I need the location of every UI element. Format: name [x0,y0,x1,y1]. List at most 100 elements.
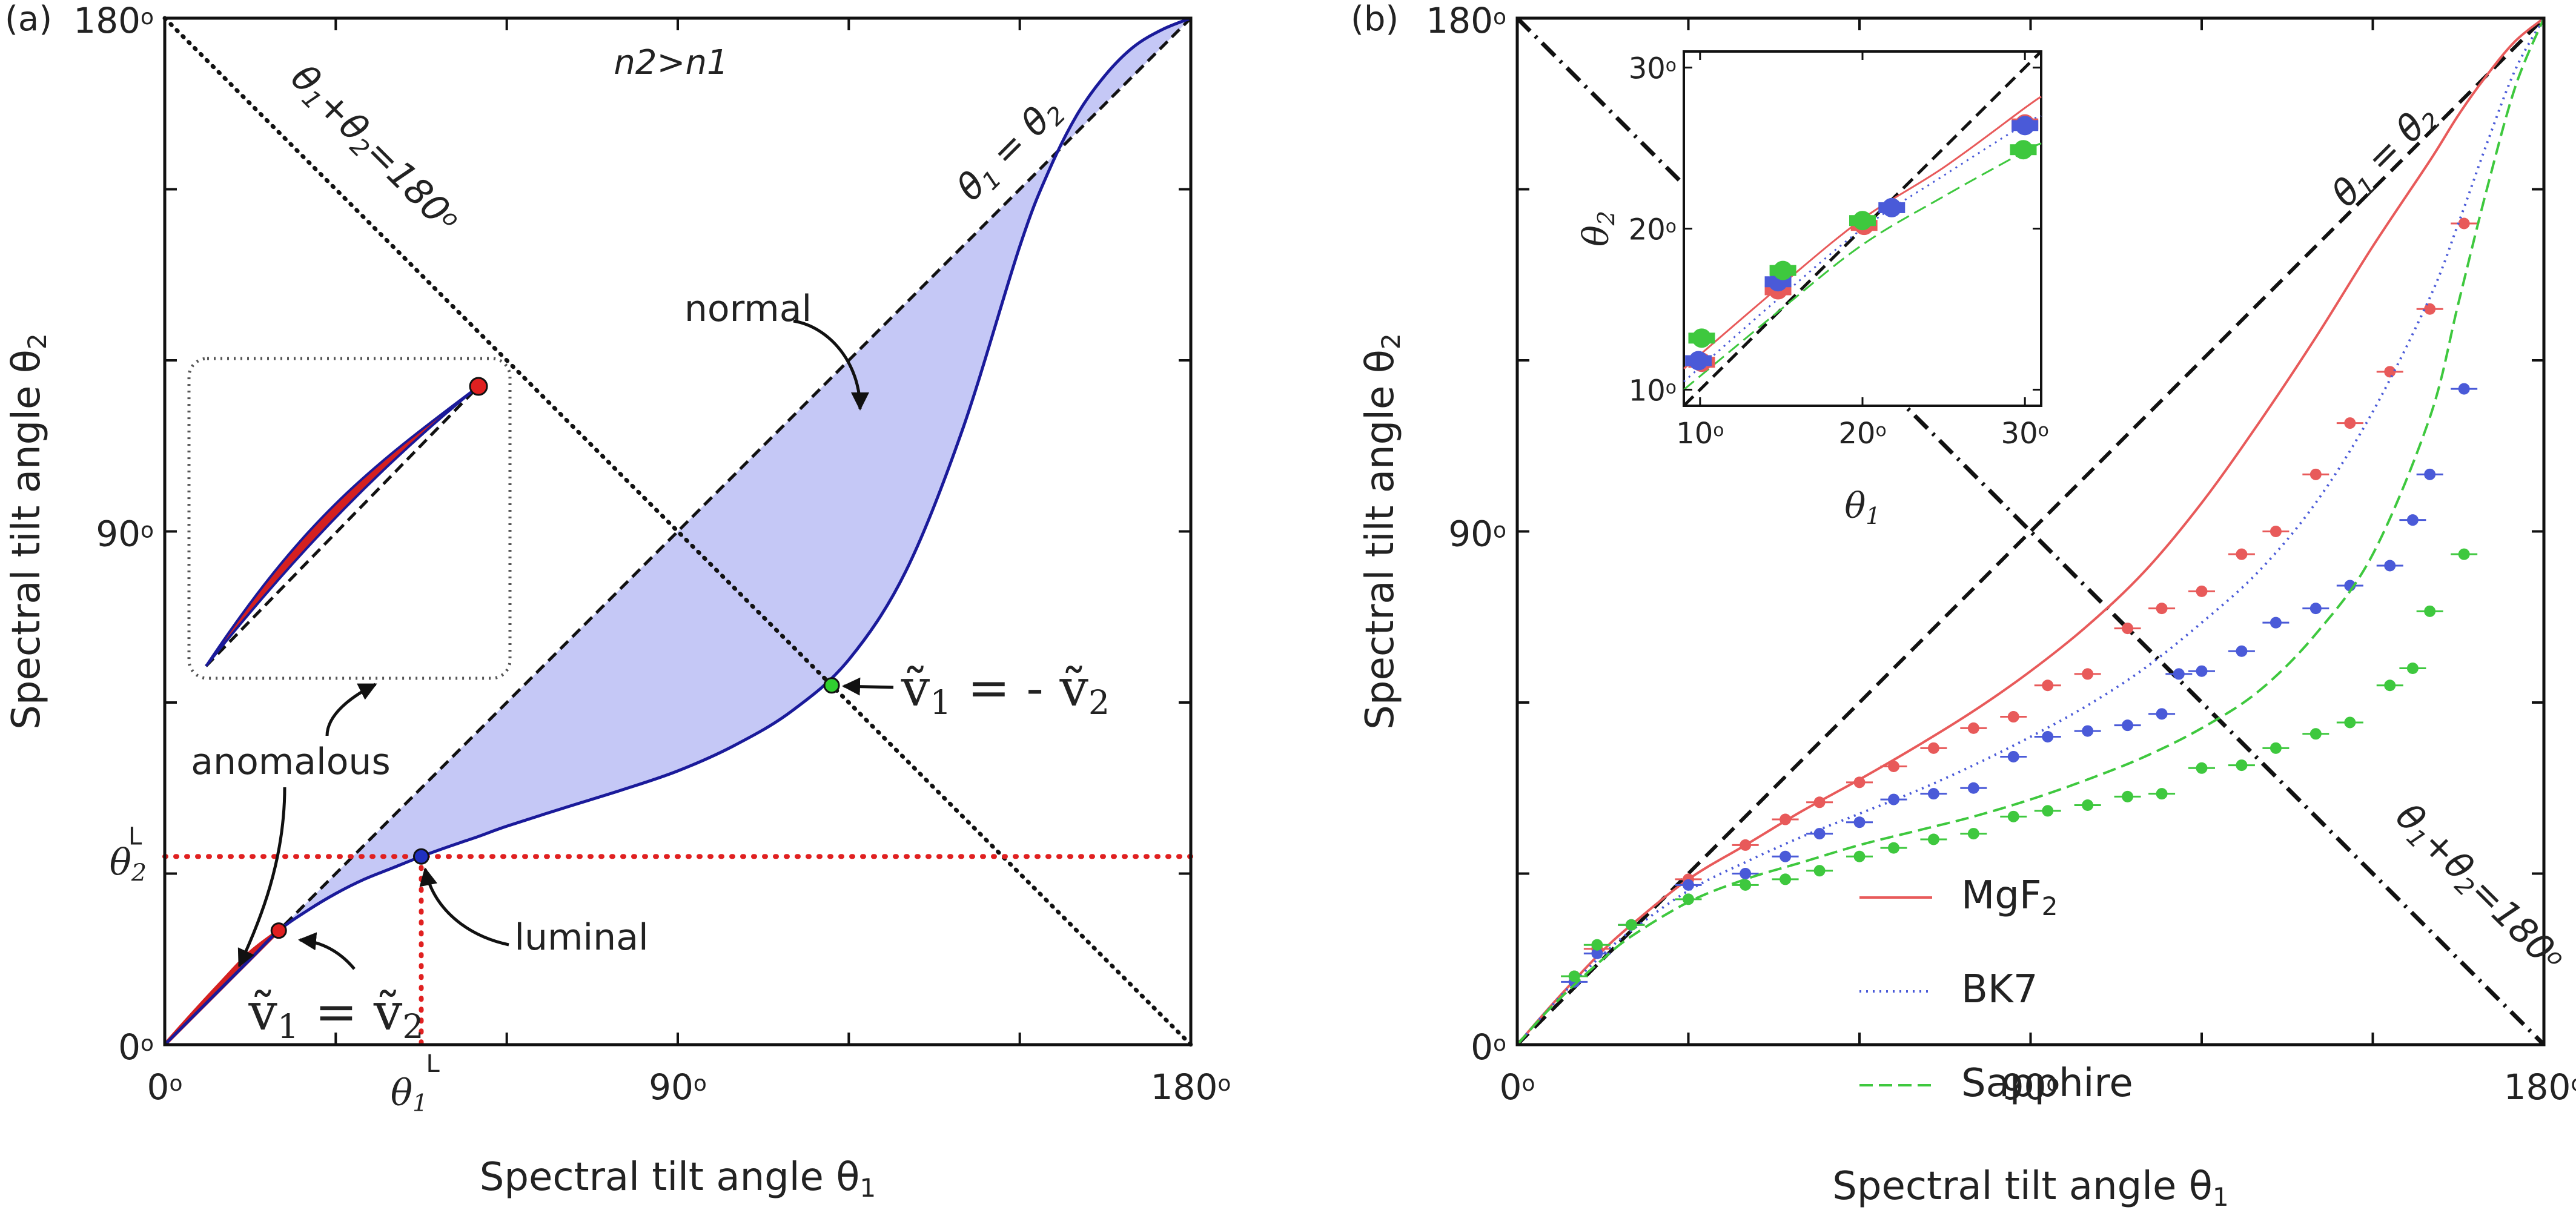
BK7-point [1591,947,1603,959]
BK7-point [2122,719,2134,732]
MgF2-point [2042,679,2054,692]
BK7-point [2384,560,2396,572]
y-tick-label: 90o [96,514,154,555]
anomalous-arrow-to-box [325,683,377,736]
inset-y-tick-label: 10o [1629,374,1677,408]
anomalous-label: anomalous [191,741,390,783]
anomalous-arrow-to-curve [237,787,286,968]
MgF2-point [2424,303,2436,315]
Sapphire-point [2309,728,2322,740]
y-axis-label: Spectral tilt angle θ2 [1358,333,1406,730]
v-opposite-arrow [842,677,894,696]
legend-label-Sapphire: Sapphire [1961,1061,2133,1106]
anti-diagonal-line [1515,16,2546,1046]
x-axis-label: Spectral tilt angle θ1 [1832,1164,2229,1210]
MgF2-point [1967,722,1979,734]
Sapphire-point [2270,742,2282,754]
Sapphire-point [1625,919,1637,931]
x-tick-label: 90o [649,1066,707,1108]
BK7-point [2270,617,2282,629]
Sapphire-point [2236,759,2248,772]
panel-b: 0o 90o 180o 0o 90o 180o Spectral tilt angle θ1… [1351,0,2576,1210]
y-tick-label: 0o [1471,1027,1506,1068]
Sapphire-point [2458,548,2470,560]
x-tick-label: 180o [1151,1066,1231,1108]
inset-BK7-point [1689,351,1709,371]
inset-x-tick-label: 10o [1676,417,1724,451]
normal-label: normal [684,288,812,330]
x-tick-label: 0o [147,1066,183,1108]
MgF2-point [2270,526,2282,537]
x-tick-label: 0o [1500,1066,1535,1108]
BK7-point [2309,603,2322,615]
Sapphire-point [1591,939,1603,951]
MgF2-point [2156,603,2168,615]
inset-x-tick-label: 30o [2001,417,2049,451]
v-opposite-label: ṽ1 = - ṽ2 [901,658,1110,722]
inset-x-tick-label: 20o [1838,417,1886,451]
MgF2-point [2122,623,2134,635]
x-axis-label: Spectral tilt angle θ1 [480,1155,876,1203]
Sapphire-point [2156,788,2168,800]
legend-label-MgF2: MgF2 [1961,873,2058,921]
BK7-point [1967,782,1979,794]
v-equal-arrow [298,932,356,970]
Sapphire-point [1927,833,1939,845]
Sapphire-point [1888,842,1899,854]
marker-point [270,922,287,939]
BK7-point [2424,468,2436,480]
Sapphire-point [2344,716,2356,729]
x-tick-label: 180o [2504,1066,2576,1108]
Sapphire-point [1967,828,1979,840]
legend: MgF2 BK7 Sapphire [1859,873,2133,1106]
BK7-point [2173,668,2185,680]
legend-label-BK7: BK7 [1961,967,2038,1012]
panel-label: (b) [1351,0,1399,39]
Sapphire-point [1813,865,1826,877]
BK7-point [2042,731,2054,742]
inset-MgF2-fit [1683,96,2042,369]
BK7-point [1813,828,1826,840]
BK7-point [1740,868,1752,879]
BK7-point [2007,750,2019,762]
MgF2-point [2309,468,2322,480]
diagonal-label: θ1 = θ2 [949,88,1071,211]
luminal-arrow [419,867,509,947]
inset-y-label: θ2 [1575,211,1620,246]
MgF2-point [2196,585,2208,597]
Sapphire-point [2196,762,2208,774]
MgF2-point [1853,776,1866,788]
Sapphire-point [2082,799,2094,811]
MgF2-point [2384,366,2396,378]
theta1L-sup: L [426,1050,440,1078]
BK7-point [2196,665,2208,677]
BK7-point [1853,816,1866,828]
MgF2-point [2344,417,2356,429]
MgF2-point [2458,217,2470,230]
diagonal-label: θ1 = θ2 [2323,94,2446,217]
inset-Sapphire-point [1773,260,1793,280]
theta2L-label: θ2 [110,841,147,887]
luminal-label: luminal [514,916,648,959]
Sapphire-point [2007,810,2019,822]
MgF2-point [1740,839,1752,851]
MgF2-point [1813,796,1826,808]
inset-x-label: θ1 [1844,485,1880,530]
Sapphire-point [1853,850,1866,862]
dispersion-curve [164,16,1191,1046]
y-tick-label: 0o [118,1027,154,1068]
BK7-point [1780,850,1792,862]
inset-BK7-point [1882,197,1902,217]
MgF2-fit [1516,17,2545,1046]
BK7-point [1683,879,1694,891]
Sapphire-point [1780,873,1792,885]
Sapphire-point [1568,970,1580,982]
MgF2-point [1888,760,1899,772]
v-equal-label: ṽ1 = ṽ2 [248,982,423,1046]
y-tick-label: 180o [73,0,154,41]
Sapphire-point [1683,893,1694,905]
MgF2-point [2236,548,2248,560]
y-axis-label: Spectral tilt angle θ2 [4,333,52,730]
inset-BK7-fit [1683,115,2042,383]
